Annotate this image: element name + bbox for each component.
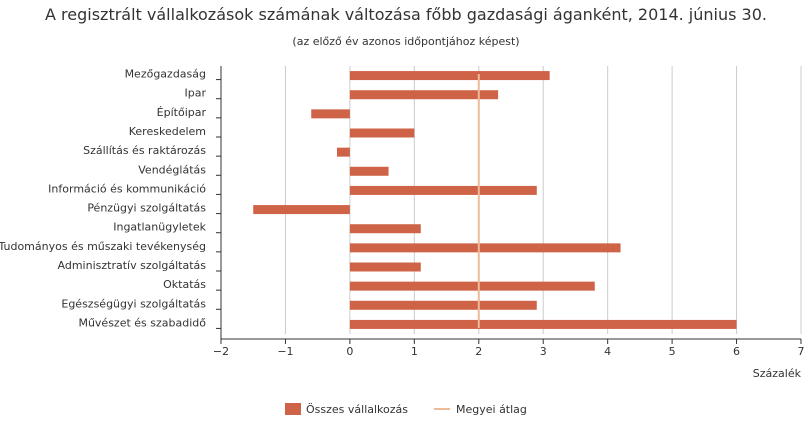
bar[interactable]: [253, 205, 350, 215]
x-tick-label: 7: [798, 345, 805, 358]
bar[interactable]: [349, 262, 421, 272]
bar[interactable]: [349, 90, 499, 100]
category-label: Egészségügyi szolgáltatás: [61, 297, 206, 310]
bar[interactable]: [349, 185, 537, 195]
x-tick-labels: −2 −1 0 1 2 3 4 5 6 7: [213, 345, 805, 358]
x-tick-label: −2: [213, 345, 229, 358]
bar[interactable]: [311, 109, 350, 119]
legend-average-label: Megyei átlag: [456, 403, 527, 416]
bar[interactable]: [349, 243, 621, 253]
category-label: Ipar: [185, 87, 207, 100]
x-tick-label: 4: [604, 345, 611, 358]
category-label: Pénzügyi szolgáltatás: [87, 202, 206, 215]
category-label: Ingatlanügyletek: [113, 221, 206, 234]
category-label: Építőipar: [157, 106, 207, 119]
grid-lines: [284, 66, 802, 334]
x-axis-title: Százalék: [753, 367, 802, 380]
bar[interactable]: [349, 128, 415, 138]
category-label: Oktatás: [163, 278, 206, 291]
x-tick-label: −1: [277, 345, 293, 358]
category-label: Szállítás és raktározás: [83, 144, 206, 157]
axes: [216, 66, 802, 344]
category-labels: Mezőgazdaság Ipar Építőipar Kereskedelem Szá…: [0, 68, 207, 330]
legend-bar-label: Összes vállalkozás: [306, 403, 408, 416]
chart-subtitle: (az előző év azonos időpontjához képest): [292, 35, 519, 48]
legend-bar-swatch: [285, 403, 301, 415]
bar[interactable]: [349, 319, 737, 329]
category-label: Vendéglátás: [138, 163, 206, 176]
chart-title: A regisztrált vállalkozások számának vál…: [45, 5, 767, 24]
bar[interactable]: [349, 281, 595, 291]
category-label: Művészet és szabadidő: [78, 316, 206, 329]
x-tick-label: 5: [669, 345, 676, 358]
category-label: Kereskedelem: [129, 125, 206, 138]
category-label: Információ és kommunikáció: [48, 182, 206, 195]
category-label: Mezőgazdaság: [125, 68, 206, 81]
bar[interactable]: [337, 147, 350, 157]
x-tick-label: 0: [346, 345, 353, 358]
legend: Összes vállalkozás Megyei átlag: [285, 403, 527, 416]
category-label: Tudományos és műszaki tevékenység: [0, 240, 206, 253]
category-label: Adminisztratív szolgáltatás: [58, 259, 207, 272]
x-tick-label: 3: [540, 345, 547, 358]
x-tick-label: 6: [733, 345, 740, 358]
bars: [253, 71, 737, 329]
bar[interactable]: [349, 300, 537, 310]
legend-item-bars[interactable]: Összes vállalkozás: [285, 403, 408, 416]
x-tick-label: 1: [411, 345, 418, 358]
legend-item-average[interactable]: Megyei átlag: [434, 403, 527, 416]
bar[interactable]: [349, 224, 421, 234]
x-tick-label: 2: [475, 345, 482, 358]
bar[interactable]: [349, 71, 550, 81]
bar[interactable]: [349, 166, 389, 176]
